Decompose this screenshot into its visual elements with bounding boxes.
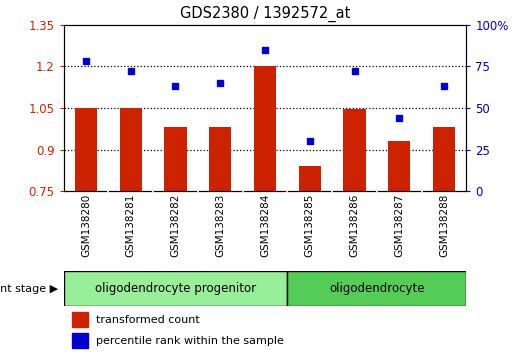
Title: GDS2380 / 1392572_at: GDS2380 / 1392572_at <box>180 6 350 22</box>
Bar <box>64 271 287 306</box>
Bar <box>72 333 88 348</box>
Bar <box>433 127 455 191</box>
Bar <box>287 271 466 306</box>
Bar <box>343 109 366 191</box>
Text: GSM138288: GSM138288 <box>439 194 449 257</box>
Bar <box>388 141 410 191</box>
Bar <box>254 67 276 191</box>
Text: oligodendrocyte progenitor: oligodendrocyte progenitor <box>95 282 256 295</box>
Text: GSM138284: GSM138284 <box>260 194 270 257</box>
Text: GSM138285: GSM138285 <box>305 194 315 257</box>
Bar <box>209 127 232 191</box>
Text: GSM138287: GSM138287 <box>394 194 404 257</box>
Text: GSM138286: GSM138286 <box>349 194 359 257</box>
Text: GSM138280: GSM138280 <box>81 194 91 257</box>
Bar <box>164 127 187 191</box>
Text: oligodendrocyte: oligodendrocyte <box>329 282 425 295</box>
Text: GSM138283: GSM138283 <box>215 194 225 257</box>
Bar <box>72 312 88 327</box>
Text: development stage ▶: development stage ▶ <box>0 284 58 293</box>
Text: transformed count: transformed count <box>96 315 200 325</box>
Bar <box>120 108 142 191</box>
Bar <box>298 166 321 191</box>
Bar <box>75 108 97 191</box>
Text: GSM138281: GSM138281 <box>126 194 136 257</box>
Text: GSM138282: GSM138282 <box>171 194 181 257</box>
Text: percentile rank within the sample: percentile rank within the sample <box>96 336 284 346</box>
